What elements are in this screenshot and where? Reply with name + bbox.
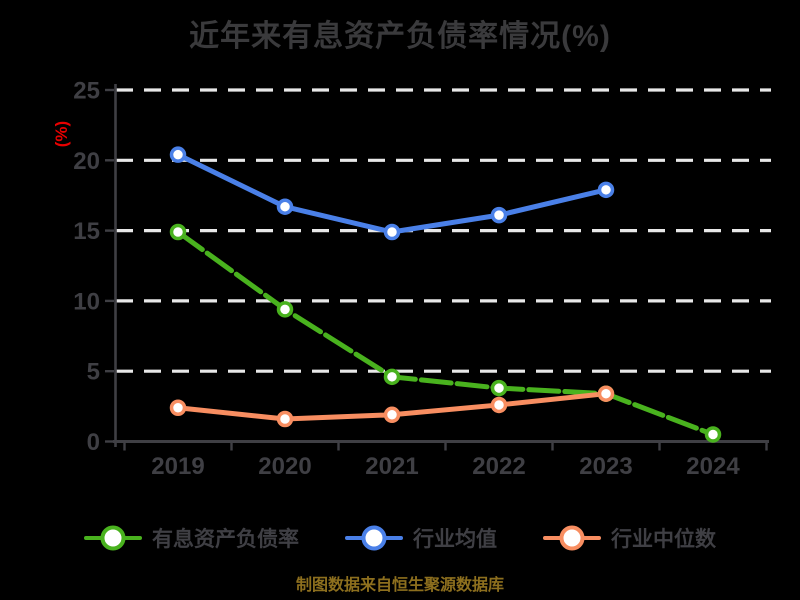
x-tick-label: 2023 bbox=[579, 453, 632, 480]
legend-item-series-2: 行业中位数 bbox=[543, 523, 716, 553]
legend-label: 有息资产负债率 bbox=[152, 528, 299, 551]
line-circle-marker-icon bbox=[84, 525, 142, 552]
data-point-marker-2 bbox=[276, 410, 294, 428]
data-point-marker-0 bbox=[383, 368, 401, 386]
legend-label: 行业中位数 bbox=[611, 528, 716, 551]
line-circle-marker-icon bbox=[543, 525, 601, 552]
x-tick-label: 2022 bbox=[472, 453, 525, 480]
legend-dot bbox=[361, 525, 387, 551]
y-tick-label: 25 bbox=[73, 78, 100, 105]
data-point-marker-2 bbox=[490, 396, 508, 414]
series-line-1 bbox=[175, 152, 609, 235]
data-point-marker-0 bbox=[490, 379, 508, 397]
data-point-marker-1 bbox=[597, 181, 615, 199]
x-tick-label: 2019 bbox=[151, 453, 204, 480]
line-circle-marker-icon bbox=[345, 525, 403, 552]
y-tick-label: 15 bbox=[73, 218, 100, 245]
x-tick-label: 2021 bbox=[365, 453, 418, 480]
legend-dot bbox=[559, 525, 585, 551]
legend: 有息资产负债率 行业均值 行业中位数 bbox=[0, 518, 800, 558]
data-point-marker-1 bbox=[490, 206, 508, 224]
y-tick-label: 10 bbox=[73, 288, 100, 315]
y-tick-label: 20 bbox=[73, 148, 100, 175]
data-point-marker-2 bbox=[383, 406, 401, 424]
data-point-marker-2 bbox=[169, 399, 187, 417]
legend-item-series-1: 行业均值 bbox=[345, 523, 497, 553]
chart-title: 近年来有息资产负债率情况(%) bbox=[189, 20, 611, 53]
y-tick-label: 0 bbox=[87, 429, 100, 456]
x-tick-label: 2024 bbox=[686, 453, 740, 480]
y-axis-label: (%) bbox=[52, 120, 71, 148]
data-point-marker-0 bbox=[276, 301, 294, 318]
legend-dot bbox=[100, 525, 126, 551]
x-tick-label: 2020 bbox=[258, 453, 311, 480]
y-tick-label: 5 bbox=[87, 359, 100, 386]
data-point-marker-0 bbox=[704, 426, 722, 443]
source-footnote: 制图数据来自恒生聚源数据库 bbox=[295, 577, 504, 594]
legend-label: 行业均值 bbox=[413, 528, 497, 551]
data-point-marker-2 bbox=[597, 385, 615, 402]
data-point-marker-1 bbox=[383, 223, 401, 241]
legend-item-series-0: 有息资产负债率 bbox=[84, 523, 299, 553]
series-line-0 bbox=[175, 229, 716, 437]
data-point-marker-0 bbox=[169, 223, 187, 241]
data-point-marker-1 bbox=[276, 198, 294, 215]
data-point-marker-1 bbox=[169, 146, 187, 163]
